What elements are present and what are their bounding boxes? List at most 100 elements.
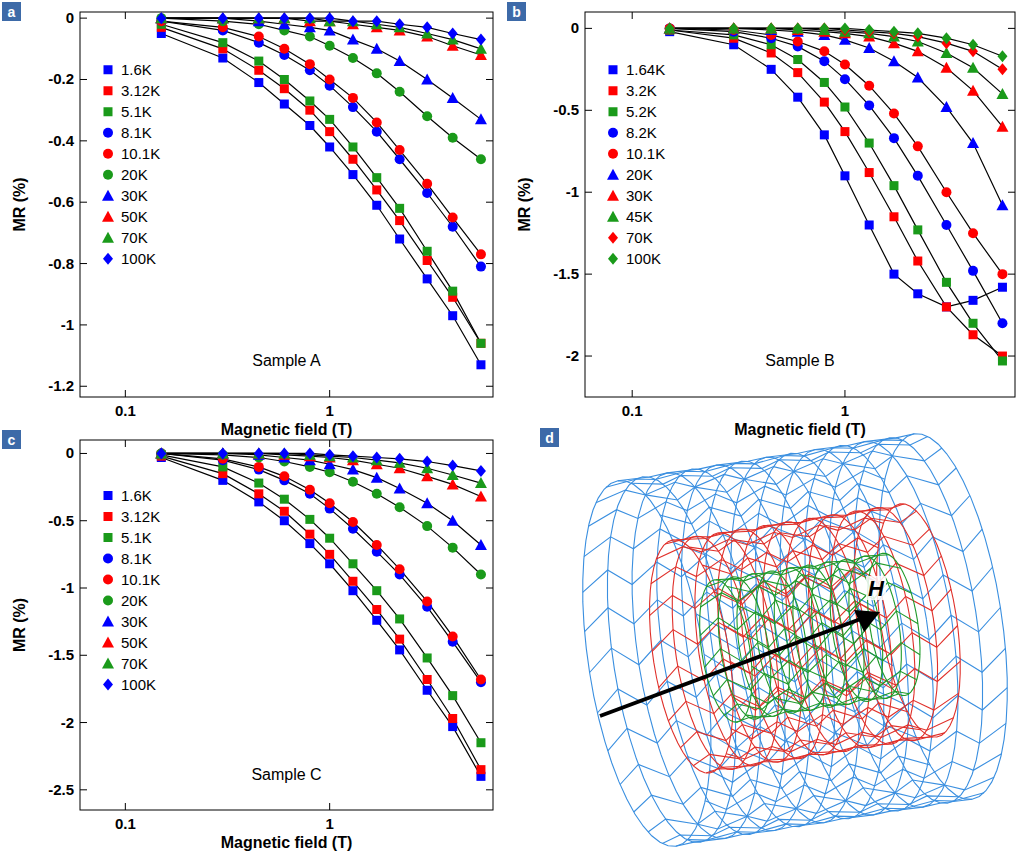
tube-ring [805, 446, 933, 812]
data-point [305, 106, 314, 115]
data-point [423, 256, 432, 265]
fit-line [161, 18, 481, 159]
legend-label: 3.12K [121, 508, 160, 525]
legend-marker [607, 169, 619, 180]
data-point [665, 22, 675, 34]
legend-label: 30K [626, 187, 653, 204]
y-tick-label: -1 [61, 579, 74, 596]
legend-label: 1.64K [626, 61, 665, 78]
field-label: H [868, 576, 885, 601]
data-point [421, 497, 433, 508]
tube-bond [701, 569, 871, 607]
legend-label: 100K [121, 250, 156, 267]
tube-bond [713, 656, 876, 696]
data-point [254, 78, 263, 87]
data-point [940, 101, 952, 112]
y-axis-title: MR (%) [11, 177, 28, 231]
y-tick [585, 110, 592, 111]
legend-marker [102, 637, 114, 648]
y-tick [1008, 28, 1015, 29]
data-point [476, 249, 486, 259]
data-point [820, 130, 829, 139]
legend-marker [103, 149, 113, 159]
data-point [372, 616, 381, 625]
data-point [372, 605, 381, 614]
y-tick [1008, 356, 1015, 357]
tube-ring [849, 556, 901, 698]
data-point [865, 220, 874, 229]
fit-line [161, 21, 481, 266]
data-point [729, 22, 739, 34]
data-point [793, 68, 802, 77]
y-tick-label: -0.5 [553, 101, 579, 118]
plot-frame [80, 12, 493, 397]
data-point [475, 491, 487, 502]
legend-marker [104, 86, 113, 95]
data-point [254, 57, 263, 66]
data-point [969, 296, 978, 305]
legend-marker [103, 253, 113, 265]
data-point [840, 59, 850, 69]
data-point [448, 631, 458, 641]
fit-line [670, 28, 1003, 205]
x-tick [125, 390, 126, 397]
legend-marker [104, 512, 113, 521]
legend-marker [609, 107, 618, 116]
data-point [447, 478, 459, 489]
data-point [347, 34, 359, 45]
data-point [865, 139, 874, 148]
data-point [913, 141, 923, 151]
field-arrow-head [854, 610, 880, 632]
y-tick [486, 520, 493, 521]
data-point [372, 127, 382, 137]
y-tick-label: -0.8 [48, 255, 74, 272]
data-point [422, 521, 432, 531]
legend-marker [608, 149, 618, 159]
data-point [348, 586, 357, 595]
y-tick [80, 324, 87, 325]
tube-bond [660, 468, 956, 524]
tube-ring [700, 580, 752, 722]
legend-marker [102, 232, 114, 243]
x-tick-label: 0.1 [622, 402, 643, 419]
y-tick-label: -2 [566, 347, 579, 364]
data-point [864, 100, 874, 110]
y-tick-label: -1 [61, 316, 74, 333]
fit-line [670, 28, 1003, 274]
data-point [279, 447, 289, 459]
tube-bond [646, 448, 942, 500]
data-point [998, 283, 1007, 292]
y-tick-label: 0 [66, 444, 74, 461]
data-point [278, 12, 290, 23]
legend-label: 8.1K [121, 124, 152, 141]
data-point [448, 543, 458, 553]
data-point [217, 447, 229, 458]
data-point [997, 318, 1007, 328]
y-tick-label: -2.5 [48, 781, 74, 798]
data-point [913, 225, 922, 234]
tube [583, 434, 1008, 846]
data-point [218, 12, 228, 24]
tube-bond [733, 661, 960, 710]
data-point [155, 447, 167, 458]
label-patch [866, 576, 886, 600]
data-point [819, 46, 829, 56]
data-point [218, 447, 228, 459]
data-point [395, 87, 405, 97]
y-tick [80, 18, 87, 19]
data-point [348, 53, 358, 63]
data-point [889, 26, 899, 38]
data-point [156, 13, 166, 23]
data-point [156, 448, 166, 458]
legend-marker [103, 128, 113, 138]
data-point [840, 74, 850, 84]
data-point [156, 448, 166, 458]
data-point [280, 507, 289, 516]
data-point [863, 42, 875, 53]
data-point [421, 73, 433, 84]
y-tick [486, 789, 493, 790]
fit-line [161, 453, 481, 471]
panel-letter: c [2, 430, 21, 449]
y-tick [80, 655, 87, 656]
fit-line [161, 21, 481, 254]
